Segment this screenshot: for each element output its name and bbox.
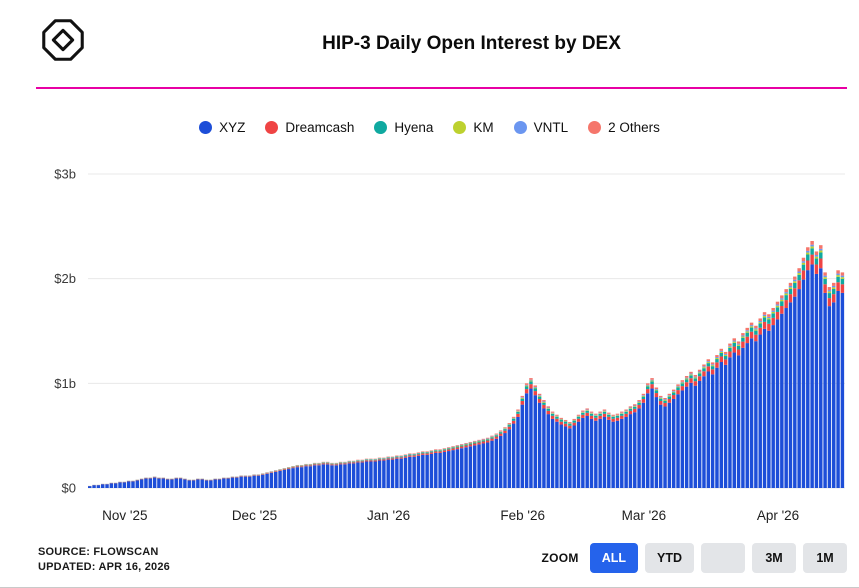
page-title: HIP-3 Daily Open Interest by DEX: [322, 33, 621, 54]
legend-dot: [513, 121, 527, 134]
svg-text:Feb '26: Feb '26: [500, 508, 545, 523]
accent-divider: [36, 87, 847, 89]
zoom-controls: ZOOM ALL YTD 3M 1M: [541, 543, 847, 573]
zoom-button-group: ALL YTD 3M 1M: [589, 543, 847, 573]
svg-text:Nov '25: Nov '25: [102, 508, 147, 523]
legend-label: 2 Others: [608, 120, 660, 135]
legend-item-km[interactable]: KM: [453, 120, 494, 135]
legend-label: Hyena: [394, 120, 434, 135]
svg-text:Dec '25: Dec '25: [232, 508, 277, 523]
svg-text:$0: $0: [62, 481, 76, 496]
legend-dot: [588, 121, 602, 134]
chart-legend: XYZ Dreamcash Hyena KM VNTL 2 Others: [0, 120, 859, 135]
svg-text:Mar '26: Mar '26: [622, 508, 667, 523]
legend-item-vntl[interactable]: VNTL: [513, 120, 569, 135]
legend-label: KM: [473, 120, 494, 135]
svg-text:$2b: $2b: [54, 271, 76, 286]
open-interest-stacked-bar-chart[interactable]: $0 $1b $2b $3b Nov '25 Dec '25 Jan '26 Feb '26 M…: [0, 150, 859, 532]
legend-label: Dreamcash: [285, 120, 355, 135]
legend-label: VNTL: [533, 120, 569, 135]
zoom-all-button[interactable]: ALL: [589, 543, 638, 573]
legend-dot: [265, 121, 279, 134]
legend-label: XYZ: [219, 120, 246, 135]
source-line: SOURCE: FLOWSCAN: [38, 546, 159, 558]
legend-dot: [199, 121, 213, 134]
svg-text:Apr '26: Apr '26: [757, 508, 799, 523]
legend-item-dreamcash[interactable]: Dreamcash: [265, 120, 354, 135]
zoom-label: ZOOM: [541, 551, 579, 565]
legend-item-hyena[interactable]: Hyena: [374, 120, 433, 135]
updated-line: UPDATED: APR 16, 2026: [38, 561, 170, 574]
svg-text:Jan '26: Jan '26: [367, 508, 410, 523]
legend-item-2-others[interactable]: 2 Others: [588, 120, 660, 135]
svg-text:$1b: $1b: [54, 376, 76, 391]
zoom-1m-button[interactable]: 1M: [803, 543, 847, 573]
brand-logo-icon: [42, 19, 84, 61]
zoom-3m-button[interactable]: 3M: [752, 543, 796, 573]
legend-item-xyz[interactable]: XYZ: [199, 120, 245, 135]
legend-dot: [374, 121, 388, 134]
zoom-blank-button[interactable]: [701, 543, 745, 573]
legend-dot: [453, 121, 467, 134]
svg-text:$3b: $3b: [54, 167, 76, 182]
source-info: SOURCE: FLOWSCAN UPDATED: APR 16, 2026: [38, 545, 170, 576]
zoom-ytd-button[interactable]: YTD: [645, 543, 694, 573]
